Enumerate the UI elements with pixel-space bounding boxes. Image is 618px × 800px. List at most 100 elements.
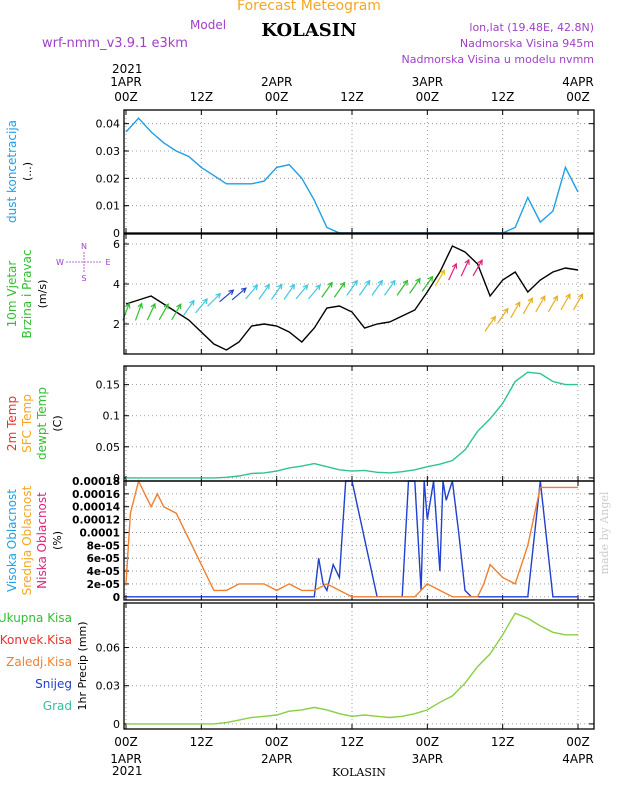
wind-arrow [207, 293, 221, 307]
panel-dust: 0 0.01 0.02 0.03 0.04 dust koncetracija (...) [5, 109, 595, 240]
wind-arrow-head [565, 293, 571, 300]
compass-e: E [105, 258, 110, 267]
model-elevation-label: Nadmorska Visina u modelu nvmm [401, 53, 595, 66]
time-hour-label-bottom: 00Z [265, 735, 289, 749]
wind-arrow [308, 284, 321, 300]
time-hour-label-bottom: 00Z [114, 735, 138, 749]
ytick-label: 2 [113, 318, 120, 331]
wind-arrow-head [228, 289, 235, 296]
wind-arrow [484, 316, 496, 332]
wind-arrow [434, 269, 445, 287]
series-line-precip-0 [126, 612, 578, 725]
wind-arrow [535, 295, 546, 313]
panel-clouds: 02e-054e-056e-058e-050.00010.000120.0001… [5, 476, 595, 604]
series-line-clouds-0 [126, 480, 578, 598]
wind-arrow-head [503, 307, 509, 314]
time-day-label-top: 2APR [261, 75, 292, 89]
time-hour-label-top: 12Z [190, 90, 214, 104]
wind-arrow [258, 284, 270, 300]
wind-arrow [183, 300, 195, 316]
wind-arrow [333, 282, 346, 298]
wind-arrow-head [150, 302, 156, 309]
wind-arrow-head [527, 297, 533, 304]
unit-label: (...) [21, 162, 34, 181]
panel-wind: 2 4 6 10m Vjetar Brzina i Pravac (m/s) N S W E [5, 233, 595, 355]
time-hour-label-bottom: 12Z [340, 735, 364, 749]
wind-arrow-head [415, 277, 421, 284]
legend-label: Grad [43, 699, 72, 713]
time-hour-label-top: 00Z [566, 90, 590, 104]
wind-arrow-head [277, 283, 283, 290]
station-title: KOLASIN [261, 20, 357, 41]
wind-arrow-head [451, 262, 458, 269]
wind-arrow-head [439, 269, 446, 276]
wind-arrow [421, 276, 433, 292]
legend-label: Snijeg [35, 677, 72, 691]
ytick-label: 0.00016 [72, 489, 120, 501]
top-title: Forecast Meteogram [237, 0, 381, 14]
time-day-label-bottom: 2APR [261, 752, 292, 766]
axis-label: Niska Oblacnost [35, 492, 49, 589]
wind-arrow [510, 301, 521, 319]
elevation-label: Nadmorska Visina 945m [459, 37, 594, 50]
ytick-label: 0.0001 [79, 527, 120, 539]
unit-label: 1hr Precip (mm) [76, 621, 89, 710]
wind-arrow-head [339, 281, 346, 288]
model-label: Model [190, 18, 227, 32]
ytick-label: 0.06 [96, 642, 121, 655]
time-hour-label-top: 00Z [114, 90, 138, 104]
wind-arrow [448, 263, 457, 281]
wind-arrow [358, 280, 371, 296]
bottom-station-label: KOLASIN [332, 766, 386, 779]
wind-arrow [409, 278, 421, 294]
ytick-label: 0.02 [96, 172, 121, 185]
time-day-label-top: 1APR [110, 75, 141, 89]
wind-arrow-head [490, 315, 496, 322]
wind-arrow [572, 293, 584, 311]
time-hour-label-bottom: 12Z [491, 735, 515, 749]
wind-arrow [158, 303, 169, 321]
wind-arrow [522, 297, 533, 315]
model-name: wrf-nmm_v3.9.1 e3km [42, 36, 188, 51]
wind-arrow-head [176, 303, 182, 310]
panel-frame [123, 602, 595, 730]
wind-arrow [396, 280, 408, 296]
wind-arrow-head [315, 284, 321, 291]
wind-arrow-head [352, 279, 358, 286]
time-hour-label-top: 00Z [416, 90, 440, 104]
ytick-label: 0.04 [96, 118, 121, 131]
panel-frame [123, 480, 595, 601]
wind-arrow [472, 259, 483, 277]
wind-arrow-head [189, 299, 195, 306]
wind-arrow-head [377, 279, 383, 286]
wind-arrow [195, 298, 208, 314]
unit-label: (%) [51, 531, 64, 550]
panel-frame [123, 233, 595, 355]
axis-label: Srednja Oblacnost [20, 485, 34, 595]
ytick-label: 6e-05 [87, 553, 120, 565]
ytick-label: 0.01 [96, 200, 121, 213]
wind-arrow-head [364, 279, 371, 286]
ytick-label: 0 [113, 592, 120, 604]
time-hour-label-bottom: 12Z [190, 735, 214, 749]
axis-label: dewpt Temp [35, 387, 49, 460]
axis-label: 2m Temp [5, 396, 19, 451]
legend-label: Konvek.Kisa [0, 633, 72, 647]
wind-arrow-head [515, 301, 521, 308]
coords-label: lon,lat (19.48E, 42.8N) [469, 21, 594, 34]
wind-arrow [384, 280, 396, 296]
ytick-label: 8e-05 [87, 540, 120, 552]
wind-arrow [371, 280, 383, 296]
legend-label: Zaledj.Kisa [6, 655, 72, 669]
ytick-label: 0.15 [96, 379, 121, 392]
wind-arrow [245, 284, 258, 300]
panel-temperature: 0 0.05 0.1 0.15 2m Temp SFC Temp dewpt Temp (C) [5, 365, 595, 485]
wind-arrow [346, 280, 358, 296]
time-day-label-bottom: 1APR [110, 752, 141, 766]
ytick-label: 0 [113, 472, 120, 485]
wind-arrow-head [402, 279, 409, 286]
wind-arrow-head [552, 295, 559, 302]
ytick-label: 2e-05 [87, 579, 120, 591]
unit-label: (m/s) [36, 280, 49, 309]
